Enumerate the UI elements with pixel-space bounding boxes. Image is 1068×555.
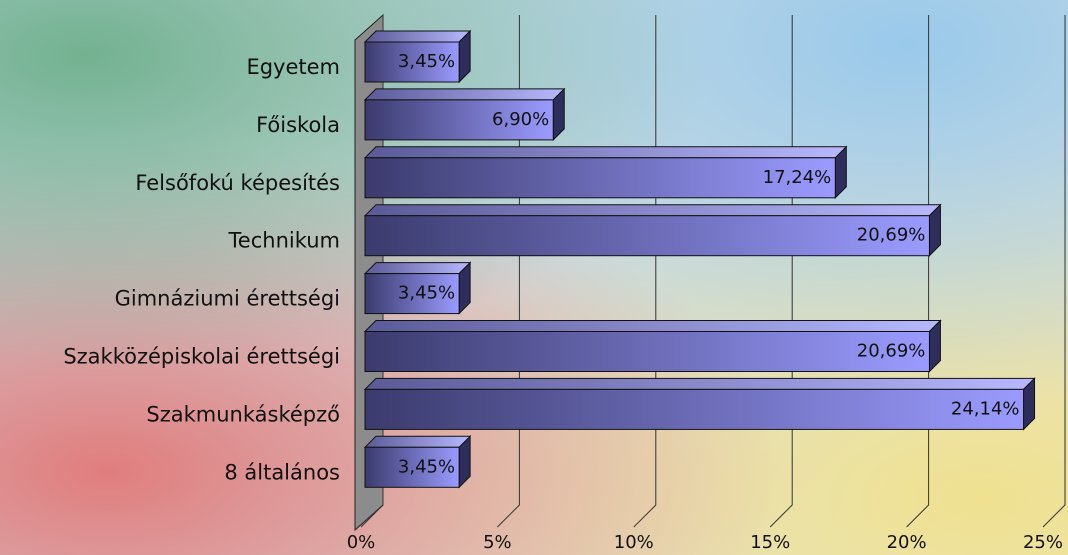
value-label: 17,24% [763,167,832,188]
y-tick-label: Egyetem [246,55,340,79]
y-tick-label: Szakmunkásképző [146,402,340,426]
y-tick-label: Felsőfokú képesítés [135,171,340,195]
x-tick-label: 15% [750,532,790,553]
floor-edge [354,504,384,531]
y-tick-label: Gimnáziumi érettségi [115,287,340,311]
bar-top [363,377,1036,390]
bar [364,41,460,83]
bar-top [363,204,942,217]
y-tick-label: Szakközépiskolai érettségi [63,345,340,369]
grid-line [769,15,793,528]
x-tick-label: 0% [347,532,376,553]
value-label: 3,45% [398,283,455,304]
value-label: 24,14% [951,398,1020,419]
x-tick-label: 10% [614,532,654,553]
x-tick-label: 5% [483,532,512,553]
value-label: 3,45% [398,456,455,477]
value-label: 20,69% [857,341,926,362]
y-tick-label: Főiskola [256,113,340,137]
grid-line [906,15,930,528]
bar-top [363,146,848,159]
bar-top [363,320,942,332]
value-label: 3,45% [398,51,455,72]
x-tick-label: 25% [1023,532,1063,553]
bar [364,331,930,372]
grid-line [1042,15,1066,528]
value-label: 20,69% [857,225,926,246]
bar-top [363,88,566,101]
bar-top [363,262,472,275]
bar [364,215,930,257]
grid-line [633,15,657,528]
bar [364,273,460,315]
bar-top [363,30,472,43]
x-tick-label: 20% [887,532,927,553]
value-label: 6,90% [492,109,549,130]
bar [364,99,554,141]
bar-top [363,435,472,448]
bar [364,157,836,199]
y-tick-label: Technikum [228,229,340,253]
bar [364,446,460,488]
y-tick-label: 8 általános [224,460,340,484]
bar [364,388,1025,430]
